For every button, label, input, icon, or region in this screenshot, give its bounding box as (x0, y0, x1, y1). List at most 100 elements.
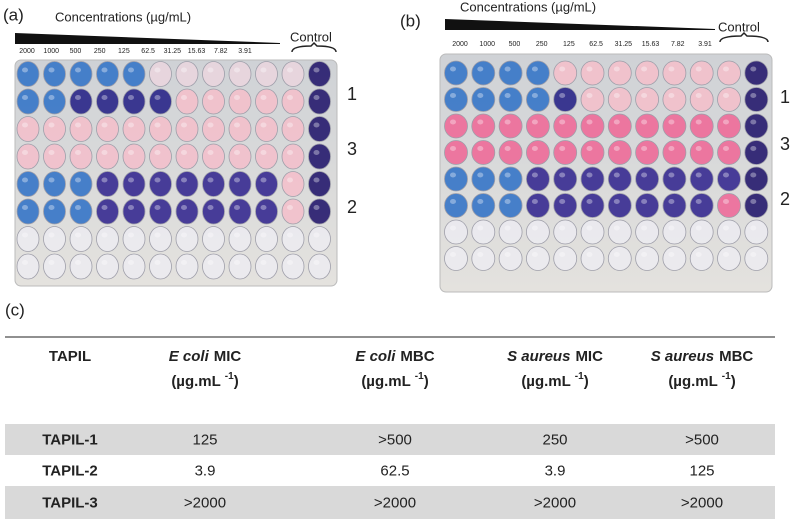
well (308, 226, 331, 252)
header-unit-close: ) (731, 373, 736, 390)
well-highlight (207, 232, 214, 238)
well (228, 226, 252, 252)
well (744, 140, 769, 165)
well (717, 140, 741, 165)
table-cell: TAPIL-1 (42, 431, 98, 448)
well-highlight (586, 119, 593, 125)
well (607, 166, 632, 192)
well (662, 113, 687, 139)
well-highlight (234, 205, 240, 210)
well (281, 61, 305, 87)
panel-label: (a) (3, 5, 24, 24)
concentration-label: 62.5 (589, 41, 603, 48)
well (43, 143, 66, 170)
well (444, 166, 468, 192)
well (717, 87, 741, 112)
well-plate (14, 59, 338, 287)
well (16, 61, 40, 87)
well (580, 87, 605, 112)
well-highlight (48, 122, 55, 128)
concentration-title: Concentrations (µg/mL) (55, 9, 191, 24)
well (471, 193, 496, 218)
well-highlight (750, 225, 757, 231)
well (149, 171, 172, 197)
well (281, 226, 305, 252)
well (689, 113, 714, 139)
header-organism: S aureus (651, 348, 714, 365)
well-highlight (260, 260, 267, 265)
control-brace (291, 41, 337, 53)
well-highlight (559, 119, 566, 125)
well (96, 226, 119, 252)
well (281, 143, 305, 170)
well (122, 116, 146, 142)
row-label: 1 (347, 84, 357, 104)
well (69, 198, 93, 225)
well-highlight (559, 199, 566, 204)
well-highlight (181, 95, 187, 100)
well-highlight (613, 66, 620, 72)
well-highlight (48, 260, 55, 265)
well-highlight (450, 172, 456, 178)
table-cell: 125 (192, 431, 217, 448)
well-highlight (750, 146, 757, 151)
well (96, 61, 119, 87)
well-highlight (531, 199, 538, 204)
well (689, 193, 714, 218)
well-highlight (641, 93, 648, 98)
well-highlight (287, 177, 293, 183)
well (255, 143, 278, 170)
well-highlight (207, 95, 214, 100)
well-highlight (128, 67, 134, 73)
well (16, 198, 40, 225)
table-header: (µg.mL -1) (171, 371, 238, 390)
well-highlight (723, 66, 729, 72)
header-organism: E coli (169, 348, 210, 365)
concentration-label: 2000 (452, 41, 468, 48)
concentration-label: 15.63 (188, 48, 206, 55)
well-highlight (260, 150, 267, 155)
well (662, 60, 687, 86)
well-highlight (477, 119, 484, 125)
concentration-label: 15.63 (642, 41, 660, 48)
well-highlight (154, 67, 161, 73)
table-cell: >2000 (681, 494, 723, 511)
well (553, 140, 578, 165)
well (175, 143, 199, 170)
well-highlight (154, 122, 161, 128)
well-highlight (22, 205, 28, 210)
well (607, 219, 632, 245)
well (717, 219, 741, 245)
well (96, 253, 119, 280)
well-highlight (450, 199, 456, 204)
well (281, 116, 305, 142)
well (202, 116, 225, 142)
table-cell: >500 (685, 431, 719, 448)
well-highlight (128, 232, 134, 238)
well (149, 198, 172, 225)
well (308, 116, 331, 142)
well-highlight (723, 119, 729, 125)
table-cell: 250 (542, 431, 567, 448)
well-highlight (668, 146, 675, 151)
well-highlight (613, 93, 620, 98)
well-highlight (287, 205, 293, 210)
well-highlight (75, 232, 81, 238)
panel-label: (c) (5, 300, 25, 319)
well (281, 88, 305, 115)
well (580, 113, 605, 139)
table-header: S aureus MIC (507, 348, 603, 365)
well (526, 140, 550, 165)
well-highlight (22, 95, 28, 100)
row-label: 3 (347, 139, 357, 159)
concentration-wedge (445, 19, 715, 30)
well-highlight (75, 122, 81, 128)
well-highlight (207, 260, 214, 265)
well (175, 253, 199, 280)
well (607, 246, 632, 271)
well-highlight (695, 146, 702, 151)
well (553, 246, 578, 271)
well (635, 60, 659, 86)
well (498, 140, 523, 165)
well (689, 166, 714, 192)
